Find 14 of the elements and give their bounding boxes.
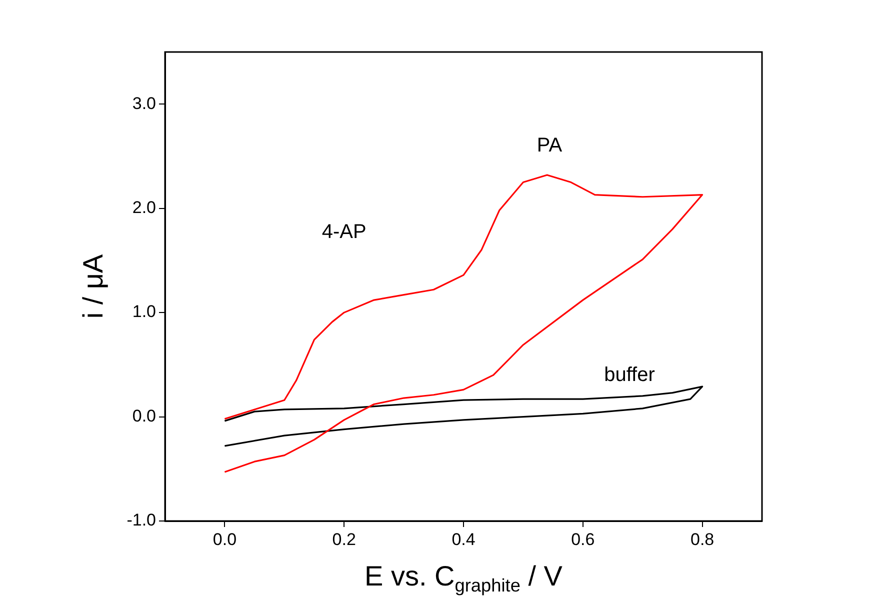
x-tick-label: 0.6: [571, 530, 595, 549]
y-tick-label: 2.0: [132, 198, 156, 218]
y-tick-label: 0.0: [132, 406, 156, 426]
annotation: PA: [536, 134, 563, 156]
y-axis-title: i / μA: [78, 254, 109, 319]
x-tick-label: 0.0: [212, 530, 237, 549]
y-tick-label: -1.0: [126, 510, 156, 530]
annotation: buffer: [604, 364, 656, 386]
annotation: 4-AP: [322, 221, 366, 244]
y-tick-label: 1.0: [132, 302, 156, 322]
x-tick-label: 0.8: [690, 530, 714, 549]
x-tick-label: 0.2: [332, 530, 356, 549]
y-tick-label: 3.0: [132, 94, 156, 113]
x-tick-label: 0.4: [452, 530, 476, 549]
